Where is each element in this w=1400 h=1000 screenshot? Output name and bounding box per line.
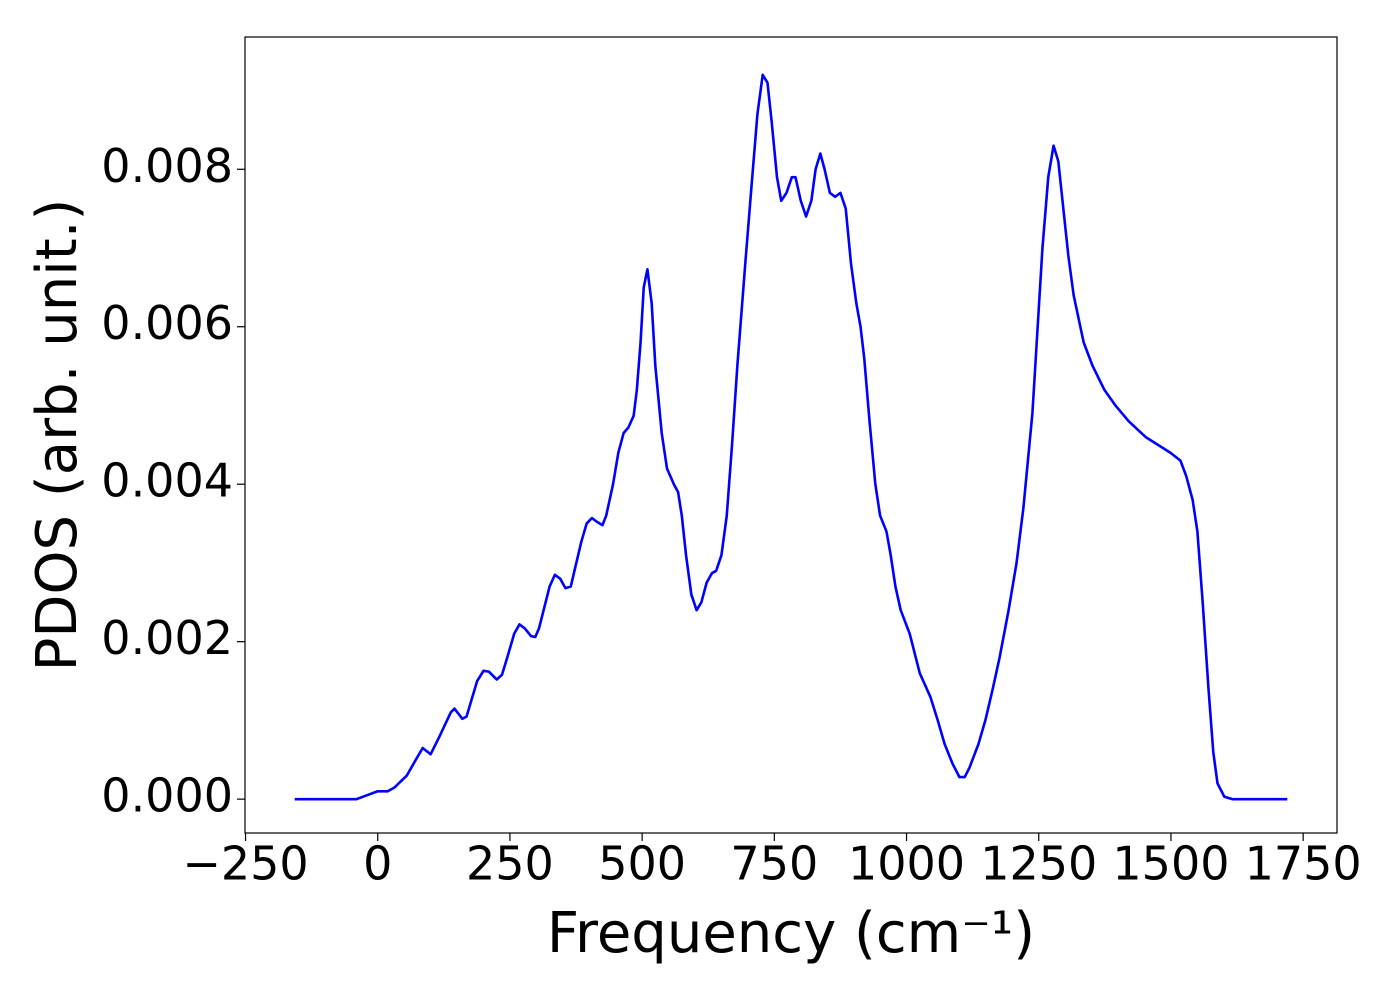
x-tick-label: 0 <box>363 837 392 891</box>
x-tick-label: 1250 <box>980 837 1097 891</box>
x-axis-label: Frequency (cm⁻¹) <box>547 901 1035 966</box>
y-tick-label: 0.006 <box>101 296 233 350</box>
x-tick-label: 500 <box>598 837 686 891</box>
x-tick-label: 250 <box>466 837 554 891</box>
x-tick-label: 1000 <box>848 837 965 891</box>
y-tick-label: 0.002 <box>101 611 233 665</box>
x-tick-label: 1500 <box>1112 837 1229 891</box>
x-tick-label: −250 <box>182 837 308 891</box>
y-tick-label: 0.000 <box>101 769 233 823</box>
y-tick-label: 0.004 <box>101 454 233 508</box>
data-line <box>294 73 1288 801</box>
plot-frame <box>244 36 1338 834</box>
x-tick-label: 1750 <box>1245 837 1362 891</box>
y-tick-label: 0.008 <box>101 139 233 193</box>
x-tick-label: 750 <box>730 837 818 891</box>
y-axis-label: PDOS (arb. unit.) <box>25 199 90 672</box>
